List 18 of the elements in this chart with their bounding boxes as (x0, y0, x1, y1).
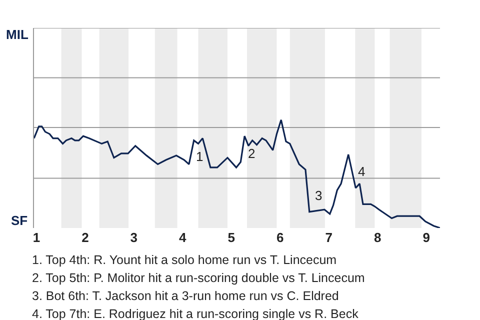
x-tick-label: 5 (228, 230, 236, 245)
x-tick-label: 7 (325, 230, 332, 245)
text: MIL (6, 27, 28, 42)
text: SF (11, 213, 28, 228)
x-tick-label: 6 (276, 230, 284, 245)
text: 3. Bot 6th: T. Jackson hit a 3-run home run vs C. Eldred (32, 289, 339, 303)
annotation: 4 (358, 164, 366, 179)
x-tick-label: 9 (422, 230, 430, 245)
x-tick-label: 8 (374, 230, 382, 245)
annotation: 2 (248, 146, 256, 161)
x-tick-label: 1 (32, 230, 40, 245)
annotation: 3 (315, 188, 322, 203)
annotation: 1 (196, 149, 204, 164)
x-tick-label: 3 (130, 230, 138, 245)
x-tick-label: 2 (82, 230, 89, 245)
text: 1. Top 4th: R. Yount hit a solo home run vs T. Lincecum (32, 253, 337, 267)
text: 2. Top 5th: P. Molitor hit a run-scoring double vs T. Lincecum (32, 271, 365, 285)
x-tick-label: 4 (179, 230, 188, 245)
